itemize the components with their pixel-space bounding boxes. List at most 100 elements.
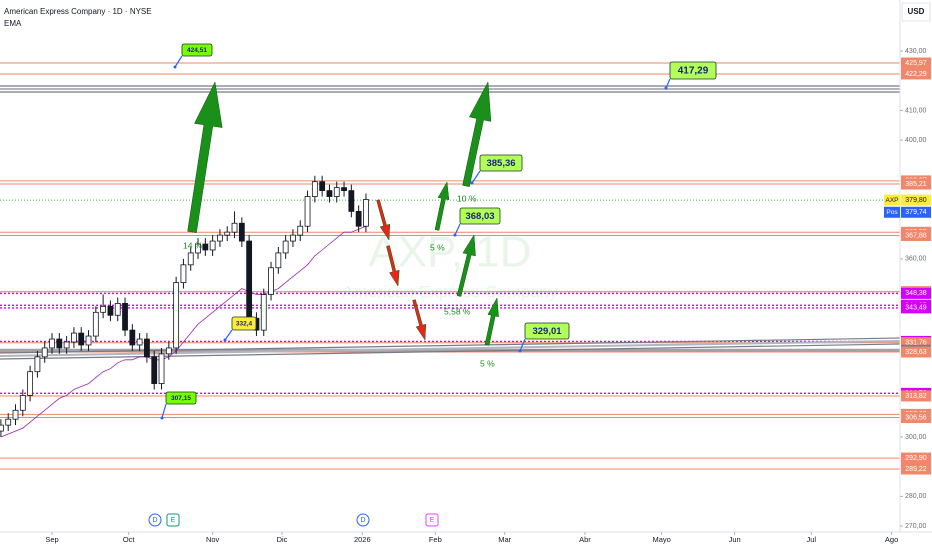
callout-pointer bbox=[161, 403, 167, 419]
trend-line bbox=[0, 337, 901, 354]
candle-body bbox=[27, 371, 34, 396]
level-tag-label: 425,97 bbox=[905, 60, 927, 67]
candle-body bbox=[319, 181, 326, 191]
callout-label: 332,4 bbox=[236, 321, 253, 328]
candle-body bbox=[158, 353, 165, 384]
candle-body bbox=[71, 332, 77, 343]
y-tick-label: 270,00 bbox=[905, 523, 927, 530]
y-tick-label: 430,00 bbox=[905, 48, 927, 55]
candle-body bbox=[5, 418, 12, 426]
callout-box bbox=[479, 154, 523, 172]
percent-label: 5 % bbox=[430, 242, 445, 252]
candle-body bbox=[129, 329, 136, 346]
callout-label: 424,51 bbox=[187, 47, 207, 54]
callout-pointer bbox=[454, 223, 461, 236]
callout-box bbox=[181, 43, 213, 57]
event-label[interactable]: D bbox=[360, 517, 365, 524]
callout-box bbox=[669, 61, 717, 80]
callout-pointer bbox=[519, 338, 526, 352]
y-tick-label: 300,00 bbox=[905, 434, 927, 441]
event-label[interactable]: E bbox=[430, 517, 435, 524]
event-label[interactable]: E bbox=[171, 517, 176, 524]
candle-body bbox=[297, 225, 304, 236]
candle-body bbox=[348, 190, 355, 212]
level-tag-label: 348,38 bbox=[905, 290, 927, 297]
currency-box[interactable] bbox=[901, 2, 931, 22]
candle-layer bbox=[0, 175, 369, 438]
callout-box bbox=[459, 207, 501, 225]
y-tick-label: 280,00 bbox=[905, 493, 927, 500]
callout-label: 307,15 bbox=[171, 395, 191, 402]
candle-body bbox=[122, 303, 128, 331]
candle-body bbox=[195, 243, 201, 254]
x-tick-label: 2026 bbox=[354, 535, 371, 544]
price-tag-name: AXP bbox=[885, 197, 898, 204]
arrow bbox=[412, 299, 427, 341]
candle-body bbox=[231, 222, 238, 233]
currency-label[interactable]: USD bbox=[908, 7, 925, 16]
arrow bbox=[456, 234, 476, 297]
price-tag-label: 379,74 bbox=[905, 209, 927, 216]
callout-pointer-end bbox=[453, 233, 457, 237]
candle-body bbox=[217, 234, 223, 242]
candle-body bbox=[355, 210, 362, 227]
callout-label: 385,36 bbox=[486, 158, 515, 169]
candle-body bbox=[363, 199, 369, 227]
level-tag-label: 331,76 bbox=[905, 340, 927, 347]
trend-line bbox=[0, 340, 901, 357]
candle-body bbox=[41, 347, 48, 358]
event-marker[interactable] bbox=[356, 513, 370, 527]
callout-box bbox=[231, 316, 257, 331]
level-tag-label: 343,49 bbox=[905, 305, 927, 312]
arrow bbox=[187, 81, 223, 233]
candle-body bbox=[49, 338, 55, 349]
candle-body bbox=[78, 332, 85, 346]
price-tag-name: Pos bbox=[886, 209, 898, 216]
price-tag-name-box bbox=[884, 194, 900, 206]
candle-body bbox=[100, 305, 107, 313]
percent-label: 10 % bbox=[457, 193, 477, 203]
event-marker[interactable] bbox=[166, 513, 180, 527]
x-tick-label: Oct bbox=[123, 535, 136, 544]
level-tag-label: 289,22 bbox=[905, 466, 927, 473]
candle-body bbox=[180, 264, 187, 284]
candle-body bbox=[151, 356, 158, 384]
callout-pointer bbox=[174, 55, 183, 68]
level-tag-label: 367,88 bbox=[905, 232, 927, 239]
event-marker[interactable] bbox=[425, 513, 439, 527]
candle-body bbox=[290, 234, 296, 242]
callout-pointer-end bbox=[518, 349, 522, 353]
price-tag bbox=[901, 206, 931, 218]
x-tick-label: Feb bbox=[429, 535, 442, 544]
event-marker[interactable] bbox=[148, 513, 162, 527]
callout-pointer bbox=[471, 170, 481, 184]
callout-pointer-end bbox=[664, 86, 668, 90]
level-tag bbox=[901, 57, 931, 69]
arrow bbox=[434, 181, 450, 231]
candle-body bbox=[12, 409, 19, 420]
y-tick-label: 410,00 bbox=[905, 107, 927, 114]
candle-body bbox=[304, 196, 311, 227]
candle-body bbox=[209, 240, 216, 251]
price-tag-name-box bbox=[884, 206, 900, 218]
level-tag-label: 292,90 bbox=[905, 455, 927, 462]
callout-pointer-end bbox=[470, 181, 474, 185]
candle-body bbox=[238, 222, 245, 242]
arrow bbox=[484, 297, 499, 346]
percent-label: 5,58 % bbox=[444, 306, 471, 316]
candle-body bbox=[114, 303, 121, 316]
x-tick-label: Abr bbox=[579, 535, 591, 544]
candle-body bbox=[173, 282, 180, 349]
candle-body bbox=[85, 335, 92, 346]
candle-body bbox=[282, 240, 289, 254]
trend-line bbox=[0, 343, 901, 360]
level-tag-label: 306,56 bbox=[905, 414, 927, 421]
arrow bbox=[386, 245, 400, 287]
candle-body bbox=[268, 267, 274, 295]
candle-body bbox=[19, 395, 26, 411]
event-label[interactable]: D bbox=[152, 517, 157, 524]
x-tick-label: Mar bbox=[498, 535, 511, 544]
price-tag bbox=[901, 194, 931, 206]
arrow bbox=[376, 199, 391, 241]
x-tick-label: Dic bbox=[277, 535, 288, 544]
